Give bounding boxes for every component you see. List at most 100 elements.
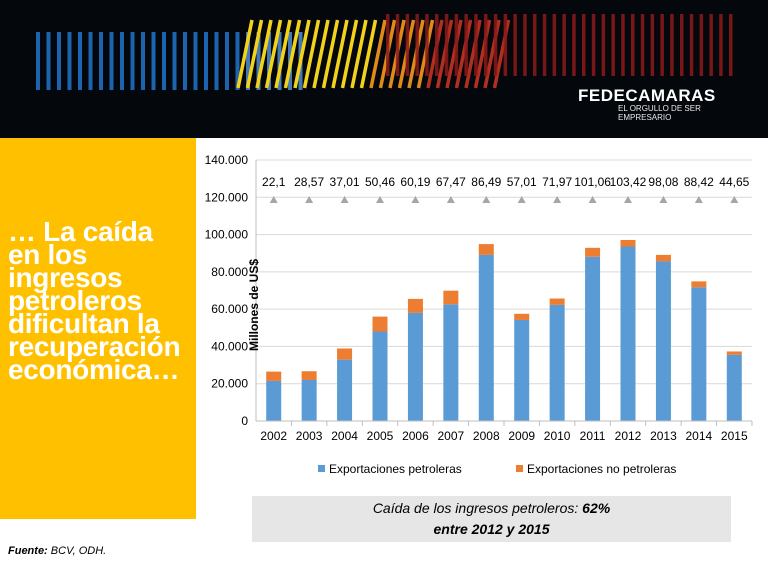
source-label: Fuente: [8,545,48,557]
price-label: 37,01 [330,175,360,189]
legend-label: Exportaciones no petroleras [527,462,676,476]
stripe-yellow [369,19,387,89]
stripe-blue [109,32,114,90]
stripe-red [542,14,547,76]
stripe-red [631,14,635,76]
price-marker [730,196,739,203]
stripe-blue [183,32,187,90]
y-tick-label: 40.000 [211,339,248,353]
stripe-red [464,14,468,76]
x-tick-label: 2009 [508,429,535,443]
stripe-blue [214,32,219,90]
stripe-red [552,14,557,76]
y-tick-label: 100.000 [205,228,249,242]
price-marker [411,196,420,203]
price-marker [269,196,278,203]
bar-oil-exports [726,354,742,421]
bar-non-oil-exports [478,244,494,255]
stripe-blue [67,32,72,90]
price-label: 44,65 [719,175,749,189]
x-tick-label: 2012 [615,429,642,443]
source-note: Fuente: BCV, ODH. [8,545,106,557]
legend-label: Exportaciones petroleras [329,462,462,476]
stripe-red [699,14,704,76]
bar-oil-exports [691,287,707,421]
price-label: 88,42 [684,175,714,189]
price-label: 57,01 [507,175,537,189]
stripe-yellow [264,19,283,89]
stripe-blue [204,32,208,90]
caption-box: Caída de los ingresos petroleros: 62% en… [252,496,731,542]
bar-non-oil-exports [337,348,353,360]
stripe-yellow [340,19,359,89]
stripe-yellow [293,19,311,89]
stripe-red [591,14,596,76]
stripe-red [729,14,733,76]
stripe-blue [36,32,40,90]
price-label: 22,1 [262,175,286,189]
headline-text: … La caída en los ingresos petroleros di… [8,216,181,385]
y-tick-label: 0 [241,414,248,428]
bar-oil-exports [478,254,494,421]
price-label: 67,47 [436,175,466,189]
y-tick-label: 80.000 [211,265,248,279]
stripe-yellow [236,19,254,89]
stripe-yellow [359,19,378,89]
stripe-red [395,14,400,76]
stripe-red [640,14,645,76]
stripe-blue [57,32,61,90]
x-tick-label: 2003 [296,429,323,443]
brand-logo: FEDECAMARAS EL ORGULLO DE SER EMPRESARIO [578,86,716,122]
bar-non-oil-exports [372,316,388,332]
bar-non-oil-exports [301,371,317,380]
bar-non-oil-exports [407,298,423,313]
caption-text: Caída de los ingresos petroleros: [372,500,583,516]
stripe-blue [99,32,103,90]
y-tick-label: 60.000 [211,302,248,316]
price-marker [340,196,349,203]
caption-period: entre 2012 y 2015 [433,521,550,537]
stripe-red [611,14,615,76]
bar-oil-exports [514,319,530,421]
stripe-graphic [36,14,733,90]
y-tick-label: 140.000 [205,153,249,167]
price-label: 71,97 [542,175,572,189]
x-tick-label: 2015 [721,429,748,443]
stripe-blue [46,32,51,90]
stripe-blue [78,32,82,90]
stripe-yellow [454,19,473,89]
source-text: BCV, ODH. [47,545,107,557]
price-marker [446,196,455,203]
price-marker [588,196,597,203]
price-label: 101,06 [574,175,611,189]
x-tick-label: 2007 [438,429,465,443]
price-marker [553,196,562,203]
stripe-red [474,14,478,76]
stripe-blue [246,32,250,90]
x-tick-label: 2011 [580,429,606,443]
stripe-blue [120,32,124,90]
stripe-red [562,14,566,76]
y-tick-label: 20.000 [211,377,248,391]
stripe-red [660,14,664,76]
brand-tagline: EL ORGULLO DE SER EMPRESARIO [618,104,701,122]
stripe-yellow [245,19,264,89]
price-label: 103,42 [610,175,647,189]
bar-oil-exports [266,380,282,421]
price-label: 98,08 [648,175,678,189]
stripe-blue [151,32,156,90]
stripe-red [582,14,586,76]
stripe-yellow [350,19,368,89]
stripe-blue [193,32,198,90]
x-tick-label: 2006 [402,429,429,443]
price-marker [376,196,384,203]
stripe-red [415,14,419,76]
stripe-red [503,14,508,76]
stripe-red [572,14,576,76]
bar-non-oil-exports [266,371,282,381]
stripe-red [670,14,674,76]
bar-non-oil-exports [691,281,707,288]
x-tick-label: 2014 [686,429,713,443]
stripe-red [650,14,655,76]
stripe-red [484,14,488,76]
